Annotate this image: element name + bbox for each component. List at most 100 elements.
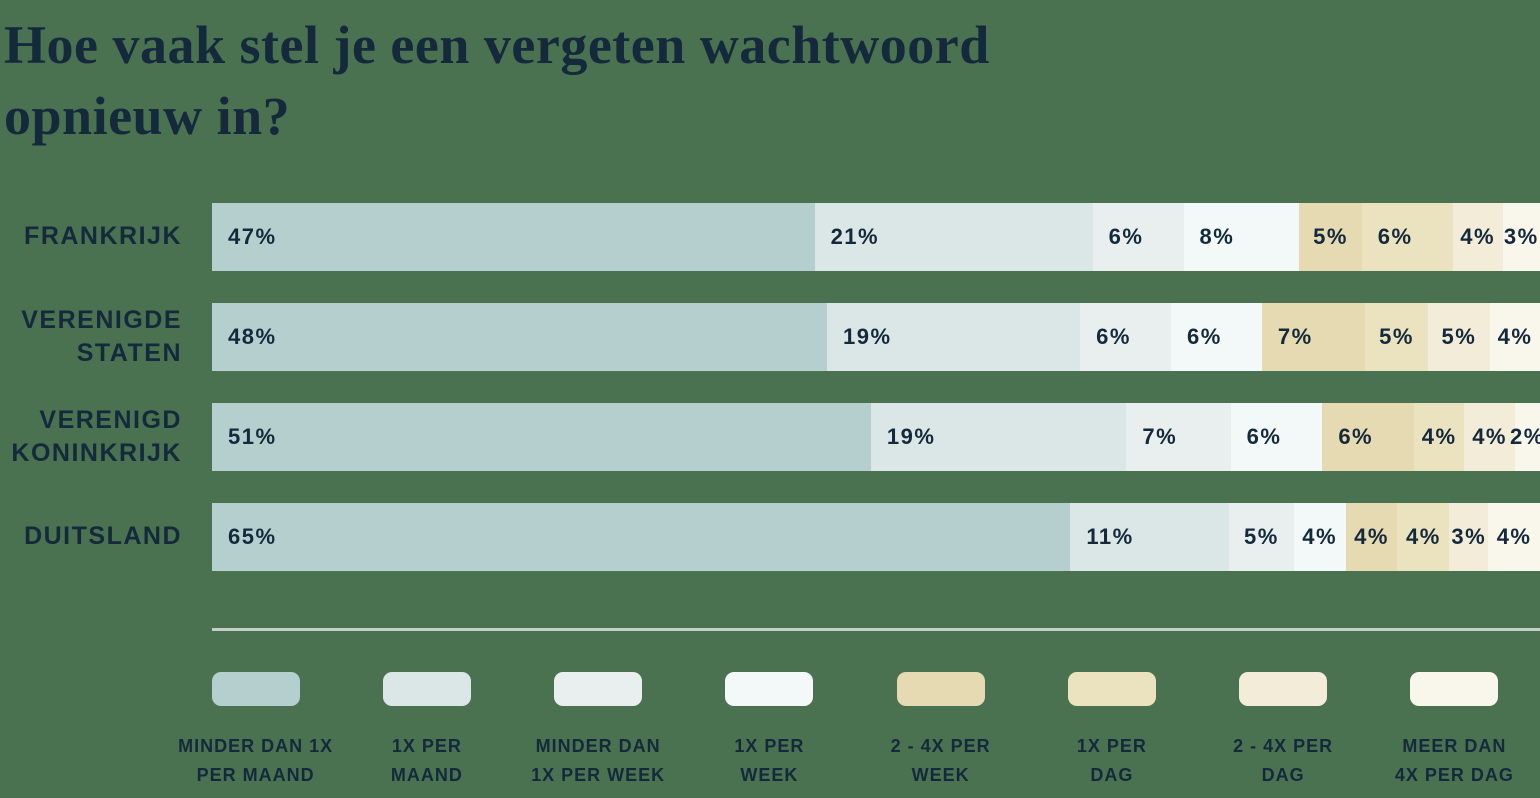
segment-value-label: 19%: [886, 423, 936, 449]
row-label: VERENIGD KONINKRIJK: [11, 405, 182, 467]
chart-legend: MINDER DAN 1X PER MAAND 1X PER MAAND MINDER …: [170, 671, 1540, 791]
segment-value-label: 2%: [1510, 423, 1540, 449]
bar-segment: 3%: [1502, 202, 1540, 271]
bar-segment: 4%: [1490, 302, 1540, 371]
segment-value-label: 6%: [1108, 223, 1144, 249]
legend-label: MINDER DAN 1X PER WEEK: [531, 732, 665, 791]
bar-segment: 4%: [1397, 502, 1450, 571]
bar-segment: 7%: [1261, 302, 1366, 371]
segment-value-label: 4%: [1472, 423, 1507, 449]
segment-value-label: 21%: [830, 223, 880, 249]
segment-value-label: 19%: [843, 323, 892, 349]
bar-segment: 8%: [1183, 202, 1300, 271]
legend-color-swatch: [382, 671, 471, 706]
legend-label-line: WEEK: [911, 765, 970, 786]
segment-value-label: 4%: [1405, 523, 1441, 549]
segment-value-label: 47%: [228, 223, 277, 249]
legend-item: MEER DAN 4X PER DAG: [1369, 671, 1540, 791]
segment-value-label: 65%: [228, 523, 277, 549]
page-title-line-2: opnieuw in?: [4, 86, 291, 147]
legend-label-line: 1X PER: [391, 735, 462, 756]
bar-segment: 4%: [1293, 502, 1346, 571]
legend-divider-line: [212, 627, 1540, 631]
legend-label: 1X PER WEEK: [734, 732, 804, 791]
legend-label-line: 1X PER WEEK: [531, 765, 666, 786]
segment-value-label: 4%: [1354, 523, 1389, 549]
segment-value-label: 3%: [1503, 223, 1539, 249]
legend-label-line: MAAND: [390, 765, 463, 786]
legend-color-swatch: [1239, 671, 1328, 706]
stacked-bar: 48% 19% 6% 6% 7% 5% 5% 4%: [212, 302, 1540, 371]
legend-color-swatch: [725, 671, 814, 706]
legend-label: 2 - 4X PER WEEK: [891, 732, 991, 791]
legend-label-line: 1X PER: [1076, 735, 1147, 756]
legend-label: 1X PER DAG: [1077, 732, 1147, 791]
bar-segment: 4%: [1413, 402, 1465, 471]
legend-item: MINDER DAN 1X PER WEEK: [513, 671, 684, 791]
legend-label: MINDER DAN 1X PER MAAND: [178, 732, 333, 791]
legend-item: 2 - 4X PER DAG: [1198, 671, 1369, 791]
segment-value-label: 7%: [1142, 423, 1178, 449]
legend-label-line: 4X PER DAG: [1394, 765, 1514, 786]
bar-segment: 21%: [814, 202, 1093, 271]
bar-segment: 5%: [1365, 302, 1428, 371]
legend-item: 1X PER DAG: [1026, 671, 1197, 791]
bar-segment: 48%: [212, 302, 828, 371]
page-title: Hoe vaak stel je een vergeten wachtwoord…: [0, 0, 1540, 153]
segment-value-label: 8%: [1199, 223, 1235, 249]
legend-label-line: 1X PER: [734, 735, 805, 756]
bar-segment: 4%: [1452, 202, 1503, 271]
bar-segment: 6%: [1080, 302, 1172, 371]
legend-item: MINDER DAN 1X PER MAAND: [170, 671, 341, 791]
bar-segment: 6%: [1171, 302, 1262, 371]
legend-label-line: DAG: [1261, 765, 1305, 786]
legend-label-line: 2 - 4X PER: [1233, 735, 1334, 756]
segment-value-label: 6%: [1338, 423, 1374, 449]
segment-value-label: 5%: [1441, 323, 1477, 349]
row-label: VERENIGDE STATEN: [21, 305, 182, 367]
segment-value-label: 5%: [1313, 223, 1348, 249]
legend-label-line: WEEK: [740, 765, 799, 786]
stacked-bar: 51%19%7%6%6%4%4%2%: [212, 402, 1540, 471]
segment-value-label: 4%: [1302, 523, 1338, 549]
segment-value-label: 5%: [1379, 323, 1414, 349]
bar-segment: 2%: [1510, 402, 1540, 471]
segment-value-label: 6%: [1377, 223, 1413, 249]
segment-value-label: 4%: [1460, 223, 1495, 249]
legend-item: 2 - 4X PER WEEK: [855, 671, 1026, 791]
bar-segment: 6%: [1230, 402, 1323, 471]
bar-segment: 11%: [1070, 502, 1229, 571]
chart-row: VERENIGDE STATEN 48% 19% 6% 6% 7% 5% 5% 4%: [0, 302, 1540, 371]
segment-value-label: 51%: [228, 423, 277, 449]
legend-label-line: MINDER DAN 1X: [178, 735, 334, 756]
segment-value-label: 6%: [1246, 423, 1282, 449]
segment-value-label: 4%: [1421, 423, 1457, 449]
legend-label: 2 - 4X PER DAG: [1233, 732, 1333, 791]
legend-color-swatch: [554, 671, 643, 706]
bar-segment: 4%: [1345, 502, 1398, 571]
bar-segment: 19%: [870, 402, 1127, 471]
bar-segment: 5%: [1299, 202, 1362, 271]
stacked-bar-chart: FRANKRIJK 47% 21% 6% 8% 5% 6% 4% 3% VERENIGDE STA…: [0, 202, 1540, 571]
segment-value-label: 5%: [1243, 523, 1279, 549]
chart-row: DUITSLAND 65% 11% 5% 4% 4% 4% 3% 4%: [0, 502, 1540, 571]
stacked-bar: 47% 21% 6% 8% 5% 6% 4% 3%: [212, 202, 1540, 271]
row-label: FRANKRIJK: [24, 222, 182, 251]
bar-segment: 6%: [1092, 202, 1184, 271]
bar-segment: 4%: [1464, 402, 1515, 471]
bar-segment: 5%: [1228, 502, 1294, 571]
bar-segment: 7%: [1126, 402, 1231, 471]
segment-value-label: 3%: [1451, 523, 1487, 549]
segment-value-label: 6%: [1187, 323, 1222, 349]
legend-label-line: 2 - 4X PER: [890, 735, 991, 756]
legend-color-swatch: [211, 671, 300, 706]
legend-label: 1X PER MAAND: [391, 732, 463, 791]
bar-segment: 3%: [1449, 502, 1489, 571]
segment-value-label: 7%: [1277, 323, 1313, 349]
legend-label-line: DAG: [1090, 765, 1134, 786]
bar-segment: 65%: [212, 502, 1071, 571]
legend-label-line: MEER DAN: [1402, 735, 1507, 756]
bar-segment: 6%: [1322, 402, 1414, 471]
